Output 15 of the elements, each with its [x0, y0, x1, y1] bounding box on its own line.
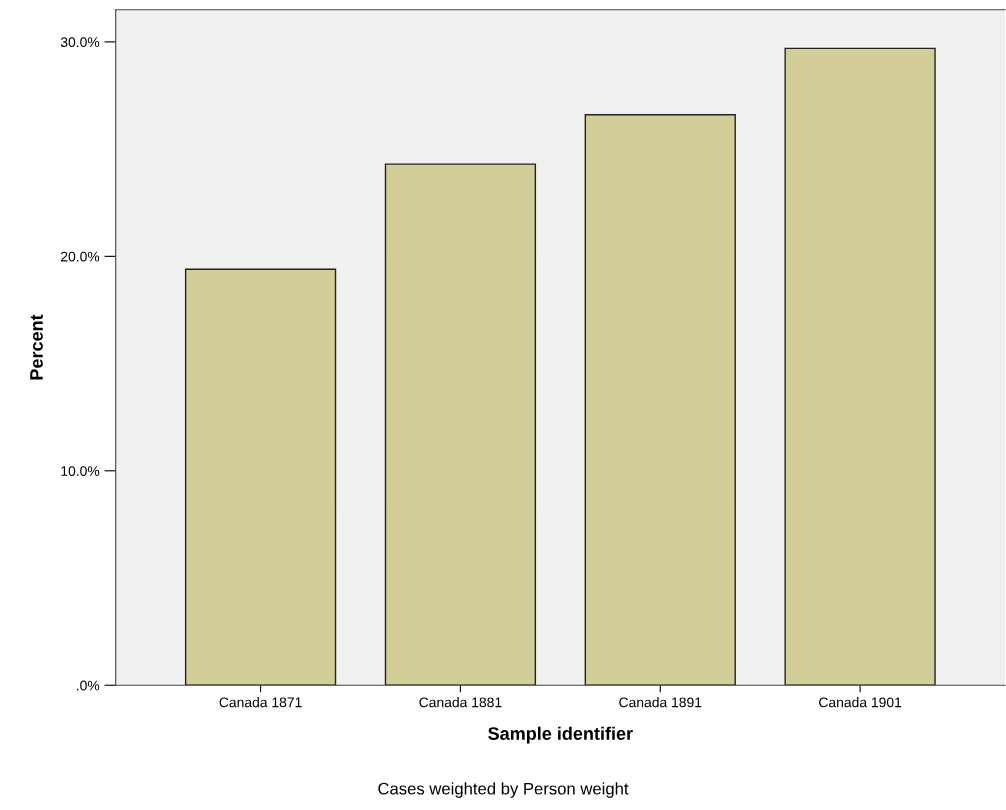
y-tick-label: 20.0%: [61, 251, 100, 262]
bar: [384, 163, 537, 686]
y-tick-label: 30.0%: [60, 37, 100, 48]
bar: [584, 114, 736, 686]
bar: [184, 268, 337, 686]
x-tick-label: Canada 1871: [219, 697, 302, 708]
y-tick-label: .0%: [77, 680, 100, 691]
x-tick-label: Canada 1881: [419, 697, 502, 708]
text: Cases weighted by Person weight: [378, 782, 629, 798]
y-axis-title: Percent: [30, 314, 43, 380]
x-axis-title: Sample identifier: [488, 726, 633, 744]
bar: [784, 47, 936, 686]
x-tick-label: Canada 1891: [619, 697, 702, 708]
x-tick-label: Canada 1901: [819, 697, 902, 708]
y-tick-label: 10.0%: [61, 466, 100, 476]
